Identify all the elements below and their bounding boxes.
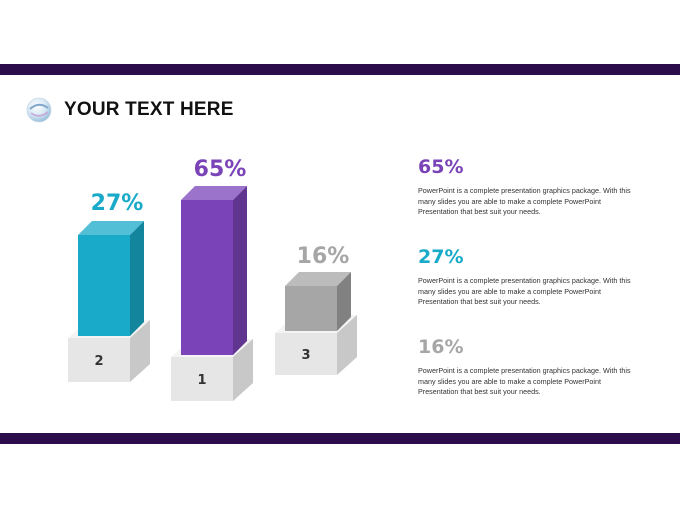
bar-front-face <box>181 200 233 355</box>
top-band <box>0 64 680 75</box>
podium-rank-label: 1 <box>197 373 206 388</box>
bar-value-label: 27% <box>91 191 144 216</box>
podium-rank-label: 3 <box>301 348 310 363</box>
bar-front-face <box>78 235 130 336</box>
podium-bar-3: 3 16% <box>275 244 357 375</box>
description-block-3: 16% PowerPoint is a complete presentatio… <box>418 336 638 398</box>
podium-side-face <box>337 315 357 375</box>
bar-value-label: 16% <box>297 244 350 269</box>
bar-top-face <box>78 221 144 235</box>
description-text: PowerPoint is a complete presentation gr… <box>418 276 631 307</box>
podium-bar-2: 2 27% <box>68 191 150 382</box>
bar-top-face <box>285 272 351 286</box>
bar-side-face <box>233 186 247 355</box>
bar-side-face <box>337 272 351 331</box>
bar-value-label: 65% <box>194 157 247 182</box>
podium-bar-1: 1 65% <box>171 157 253 401</box>
bar-side-face <box>130 221 144 336</box>
page-title: YOUR TEXT HERE <box>64 99 234 120</box>
description-text: PowerPoint is a complete presentation gr… <box>418 366 631 397</box>
podium-side-face <box>233 339 253 401</box>
podium-side-face <box>130 320 150 382</box>
bottom-band <box>0 433 680 444</box>
bar-top-face <box>181 186 247 200</box>
podium-front-face <box>68 338 130 382</box>
header: YOUR TEXT HERE <box>26 96 234 124</box>
bar-front-face <box>285 286 337 331</box>
podium-front-face <box>171 357 233 401</box>
description-text: PowerPoint is a complete presentation gr… <box>418 186 631 217</box>
description-value: 16% <box>418 336 464 358</box>
glossy-globe-icon <box>26 97 52 123</box>
podium-rank-label: 2 <box>94 354 103 369</box>
description-block-1: 65% PowerPoint is a complete presentatio… <box>418 156 638 218</box>
description-value: 27% <box>418 246 464 268</box>
description-block-2: 27% PowerPoint is a complete presentatio… <box>418 246 638 308</box>
description-value: 65% <box>418 156 464 178</box>
podium-front-face <box>275 333 337 375</box>
